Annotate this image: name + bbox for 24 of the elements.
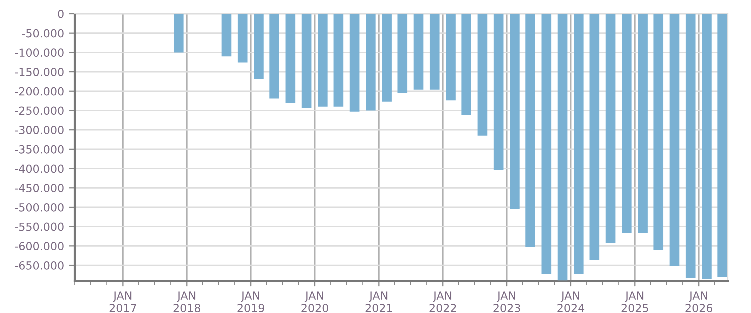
y-tick-label: 0 <box>58 10 64 18</box>
x-tick-label: JAN 2025 <box>622 292 648 312</box>
y-tick-label: -100.000 <box>15 48 64 58</box>
y-tick-label: -250.000 <box>15 106 64 116</box>
x-tick-label: JAN 2018 <box>174 292 201 312</box>
x-tick-label: JAN 2019 <box>238 292 264 312</box>
x-tick-label: JAN 2026 <box>686 292 713 312</box>
y-tick-label: -200.000 <box>15 87 64 96</box>
x-tick-label: JAN 2023 <box>494 292 520 312</box>
x-tick-label: JAN 2024 <box>558 292 585 312</box>
y-tick-label: -550.000 <box>15 222 64 232</box>
x-tick-label: JAN 2022 <box>430 292 456 312</box>
y-tick-label: -400.000 <box>15 164 64 174</box>
y-tick-label: -50.000 <box>22 29 64 38</box>
x-tick-label: JAN 2021 <box>366 292 392 312</box>
y-tick-label: -650.000 <box>15 261 64 270</box>
y-tick-label: -450.000 <box>15 184 64 193</box>
y-tick-label: -150.000 <box>15 68 64 76</box>
y-tick-label: -500.000 <box>15 203 64 212</box>
y-tick-label: -300.000 <box>15 126 64 134</box>
y-tick-label: -350.000 <box>15 145 64 154</box>
x-tick-label: JAN 2020 <box>302 292 328 312</box>
x-tick-label: JAN 2017 <box>110 292 136 312</box>
y-tick-label: -600.000 <box>15 242 64 251</box>
